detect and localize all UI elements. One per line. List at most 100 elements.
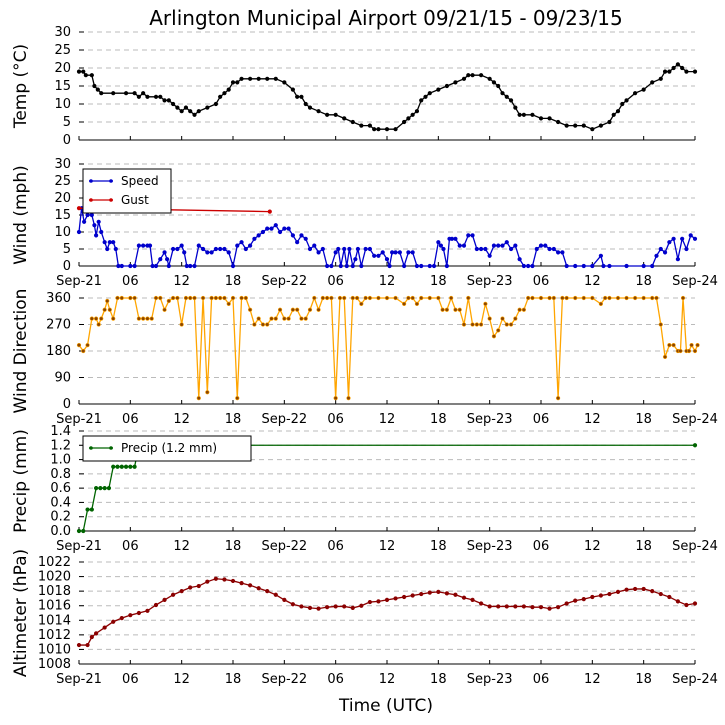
y-tick-label: 5 — [63, 242, 71, 257]
data-point — [111, 619, 116, 624]
data-point — [419, 295, 424, 301]
data-point — [132, 263, 137, 269]
data-point — [598, 123, 603, 128]
data-point — [538, 605, 544, 610]
data-point — [367, 599, 372, 605]
data-point — [218, 295, 223, 301]
data-point — [372, 253, 377, 258]
data-point — [449, 236, 455, 241]
data-point — [290, 602, 295, 607]
data-point — [141, 91, 146, 96]
data-point — [641, 295, 646, 301]
x-tick-label: Sep-21 — [56, 672, 102, 687]
data-point — [449, 295, 454, 301]
data-point — [205, 579, 210, 584]
data-point — [307, 307, 313, 312]
data-point — [573, 295, 578, 301]
data-point — [530, 263, 535, 269]
x-tick-label: 06 — [533, 412, 550, 427]
data-point — [671, 65, 676, 71]
data-point — [530, 605, 535, 610]
x-tick-label: Sep-24 — [672, 274, 718, 289]
data-point — [265, 322, 270, 327]
data-point — [603, 295, 608, 301]
data-point — [436, 87, 441, 92]
data-point — [692, 348, 698, 354]
x-tick-label: Sep-21 — [56, 274, 102, 289]
data-point — [136, 243, 141, 248]
x-tick-label: Sep-23 — [467, 274, 513, 289]
data-point — [248, 307, 253, 312]
data-point — [534, 246, 539, 252]
data-point — [269, 316, 274, 321]
panel-wind: 0 5 10 15 20 25 30 Sep-21 06 12 18 Sep-22 06 12 18 Sep-… — [11, 157, 718, 289]
y-tick-label: 30 — [54, 25, 71, 40]
x-tick-label: Sep-24 — [672, 412, 718, 427]
data-point — [213, 295, 218, 301]
data-point — [470, 73, 475, 78]
data-point — [196, 583, 201, 589]
data-point — [226, 301, 231, 306]
x-tick-label: 18 — [225, 672, 242, 687]
data-point — [487, 76, 492, 81]
series-line — [78, 296, 699, 399]
y-tick-label: 15 — [54, 208, 71, 223]
data-point — [243, 246, 248, 252]
data-point — [551, 246, 556, 252]
y-tick-label: 1012 — [38, 628, 71, 643]
data-point — [89, 634, 94, 640]
data-point — [410, 112, 415, 117]
data-point — [273, 76, 278, 81]
data-point — [303, 236, 308, 241]
data-point — [393, 596, 398, 601]
data-point — [564, 295, 569, 301]
data-point — [363, 295, 368, 301]
data-point — [402, 119, 407, 125]
data-point — [419, 98, 424, 103]
data-point — [487, 604, 492, 609]
y-axis-label: Precip (mm) — [11, 429, 31, 533]
data-point — [427, 91, 432, 96]
data-point — [325, 295, 330, 301]
data-point — [556, 396, 561, 401]
data-point — [359, 301, 364, 306]
data-point — [564, 601, 569, 606]
data-point — [239, 240, 244, 245]
x-tick-label: 12 — [173, 672, 190, 687]
data-point — [607, 591, 612, 597]
data-point — [513, 243, 518, 248]
data-point — [116, 263, 121, 269]
data-point — [230, 295, 236, 301]
data-point — [265, 76, 270, 81]
data-point — [402, 263, 407, 269]
data-point — [441, 246, 446, 252]
data-point — [436, 295, 441, 301]
data-point — [483, 246, 488, 252]
data-point — [684, 246, 689, 252]
data-point — [320, 246, 325, 252]
data-point — [333, 250, 338, 255]
data-point — [487, 253, 492, 258]
data-point — [581, 123, 586, 128]
data-point — [299, 94, 304, 99]
data-point — [684, 602, 689, 608]
data-point — [500, 243, 505, 248]
data-point — [359, 123, 364, 128]
data-point — [624, 98, 629, 103]
data-point — [342, 295, 347, 301]
data-point — [431, 263, 437, 269]
data-point — [333, 604, 338, 609]
data-point — [581, 295, 586, 301]
data-point — [650, 263, 655, 269]
data-point — [205, 105, 210, 110]
data-point — [105, 246, 110, 252]
data-point — [282, 597, 287, 602]
data-point — [149, 316, 154, 321]
data-point — [111, 240, 116, 245]
data-point — [504, 604, 509, 609]
x-tick-label: 18 — [430, 274, 447, 289]
data-point — [355, 246, 361, 252]
data-point — [213, 246, 218, 252]
data-point — [222, 91, 227, 96]
